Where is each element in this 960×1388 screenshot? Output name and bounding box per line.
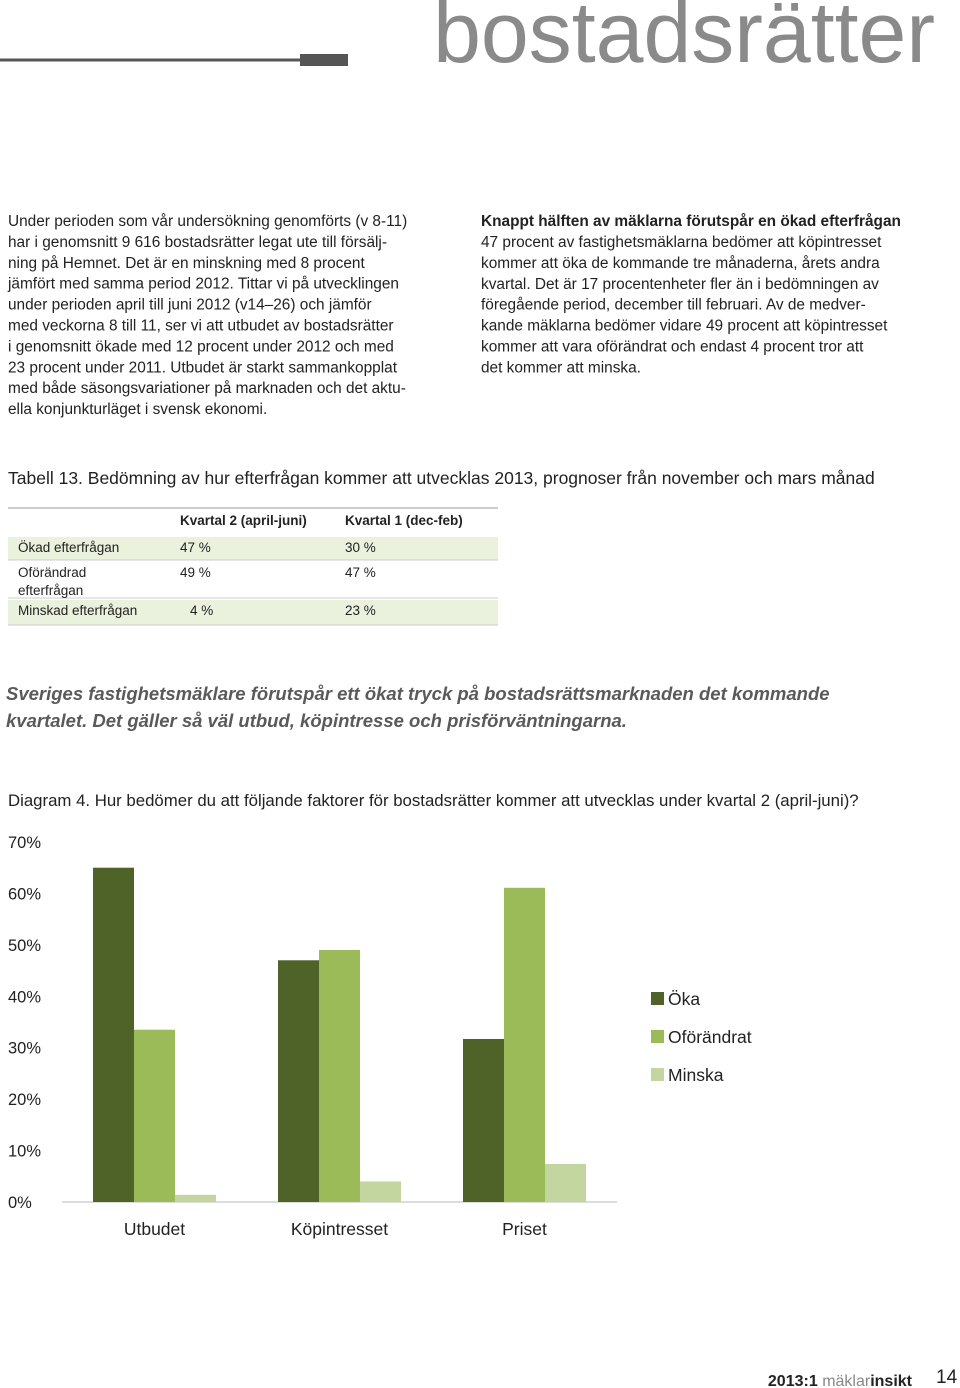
bar <box>545 1163 586 1202</box>
body-line: har i genomsnitt 9 616 bostadsrätter leg… <box>8 234 387 251</box>
y-tick-label: 10% <box>8 1143 41 1161</box>
table-caption: Tabell 13. Bedömning av hur efterfrågan … <box>8 468 875 488</box>
y-tick-label: 40% <box>8 988 41 1006</box>
page-number: 14 <box>936 1367 958 1388</box>
bar <box>504 887 545 1202</box>
body-line: det kommer att minska. <box>481 359 641 376</box>
bar <box>319 950 360 1202</box>
body-line: med veckorna 8 till 11, ser vi att utbud… <box>8 318 394 335</box>
y-tick-label: 0% <box>8 1194 32 1212</box>
body-line: jämfört med samma period 2012. Tittar vi… <box>7 276 399 293</box>
legend-swatch <box>651 1030 664 1043</box>
highlight-line: kvartalet. Det gäller så väl utbud, köpi… <box>6 710 627 731</box>
legend-label: Minska <box>668 1065 724 1085</box>
y-tick-label: 30% <box>8 1040 41 1058</box>
legend-swatch <box>651 992 664 1005</box>
table-header: Kvartal 1 (dec-feb) <box>345 513 463 528</box>
table-cell: Minskad efterfrågan <box>18 603 137 618</box>
body-line: under perioden april till juni 2012 (v14… <box>8 297 372 314</box>
footer-brand-second: insikt <box>870 1373 912 1388</box>
legend-label: Oförändrat <box>668 1027 752 1047</box>
bar <box>93 867 134 1202</box>
highlight-line: Sveriges fastighetsmäklare förutspår ett… <box>6 683 830 704</box>
y-tick-label: 50% <box>8 937 41 955</box>
table-cell: 47 % <box>345 565 376 580</box>
header-rule-end <box>300 54 348 66</box>
section-heading: Knappt hälften av mäklarna förutspår en … <box>481 213 901 230</box>
bar <box>134 1029 175 1202</box>
footer-brand: 2013:1 mäklarinsikt <box>768 1373 913 1388</box>
table-cell: 23 % <box>345 603 376 618</box>
body-line: 23 procent under 2011. Utbudet är starkt… <box>8 359 398 376</box>
table-cell: 47 % <box>180 540 211 555</box>
body-line: kommer att öka de kommande tre månaderna… <box>481 255 880 272</box>
bar <box>360 1181 401 1202</box>
table-row-bg <box>8 600 498 625</box>
table-cell: efterfrågan <box>18 583 83 598</box>
table-row-bg <box>8 537 498 560</box>
table-cell: Ökad efterfrågan <box>18 540 119 555</box>
y-tick-label: 70% <box>8 834 41 852</box>
bar <box>278 960 319 1202</box>
body-line: 47 procent av fastighetsmäklarna bedömer… <box>481 234 882 251</box>
page-title: bostadsrätter <box>433 0 935 81</box>
x-tick-label: Köpintresset <box>291 1219 388 1239</box>
table-header: Kvartal 2 (april-juni) <box>180 513 307 528</box>
body-line: ella konjunkturläget i svensk ekonomi. <box>8 401 267 418</box>
table-cell: 30 % <box>345 540 376 555</box>
legend-label: Öka <box>668 989 700 1009</box>
body-line: föregående period, december till februar… <box>481 297 866 314</box>
bar <box>463 1038 504 1202</box>
x-tick-label: Utbudet <box>124 1219 185 1239</box>
y-tick-label: 60% <box>8 885 41 903</box>
table-cell: Oförändrad <box>18 565 86 580</box>
footer-brand-first: mäklar <box>822 1373 871 1388</box>
body-line: kvartal. Det är 17 procentenheter fler ä… <box>481 276 879 293</box>
table-cell: 4 % <box>190 603 213 618</box>
body-line: ning på Hemnet. Det är en minskning med … <box>8 255 365 272</box>
body-line: kande mäklarna bedömer vidare 49 procent… <box>481 318 888 335</box>
legend-swatch <box>651 1068 664 1081</box>
footer-issue: 2013:1 <box>768 1373 818 1388</box>
y-tick-label: 20% <box>8 1091 41 1109</box>
x-tick-label: Priset <box>502 1219 547 1239</box>
body-line: Under perioden som vår undersökning geno… <box>8 213 407 230</box>
body-line: med både säsongsvariationer på marknaden… <box>8 380 406 397</box>
table-cell: 49 % <box>180 565 211 580</box>
bar <box>175 1194 216 1202</box>
diagram-caption: Diagram 4. Hur bedömer du att följande f… <box>8 791 859 810</box>
body-line: i genomsnitt ökade med 12 procent under … <box>8 338 394 355</box>
body-line: kommer att vara oförändrat och endast 4 … <box>481 339 864 356</box>
